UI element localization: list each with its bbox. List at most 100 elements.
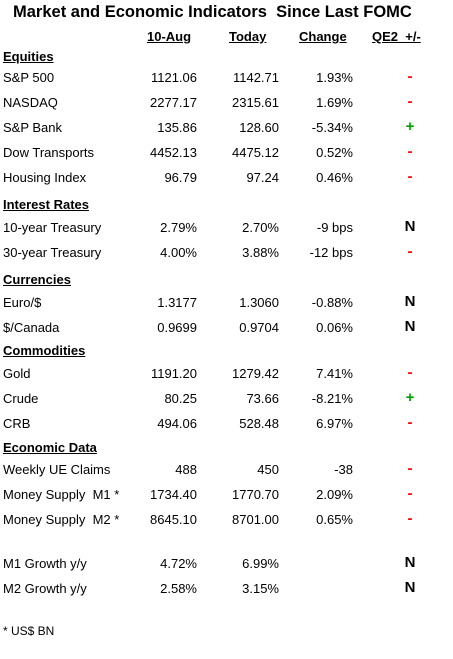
value-today: 1770.70 [232,487,279,502]
value-change: 0.06% [316,320,353,335]
section-header: Interest Rates [0,193,453,218]
value-today: 128.60 [239,120,279,135]
qe2-signal: N [404,218,416,235]
value-change: -5.34% [311,120,353,135]
indicator-name: NASDAQ [3,95,58,110]
value-today: 528.48 [239,416,279,431]
column-header-qe2: QE2 +/- [372,29,421,44]
table-row: Dow Transports 4452.13 4475.12 0.52% - [0,141,453,166]
indicator-name: Housing Index [3,170,87,185]
qe2-signal: - [407,93,413,110]
indicator-name: 10-year Treasury [3,220,102,235]
value-today: 6.99% [242,556,279,571]
indicator-name: CRB [3,416,31,431]
value-10-aug: 80.25 [164,391,197,406]
value-10-aug: 4.00% [160,245,197,260]
qe2-signal: + [405,118,415,135]
table-row: Weekly UE Claims 488 450 -38 - [0,458,453,483]
indicator-name: S&P Bank [3,120,63,135]
value-10-aug: 488 [175,462,197,477]
qe2-signal: N [404,579,416,596]
value-today: 4475.12 [232,145,279,160]
value-10-aug: 2.79% [160,220,197,235]
value-today: 1279.42 [232,366,279,381]
qe2-signal: - [407,168,413,185]
table-row: Gold 1191.20 1279.42 7.41% - [0,362,453,387]
page-title: Market and Economic Indicators Since Las… [13,3,412,21]
value-10-aug: 96.79 [164,170,197,185]
value-change: 7.41% [316,366,353,381]
qe2-signal: + [405,389,415,406]
section-title: Equities [3,49,54,64]
value-change: 2.09% [316,487,353,502]
indicator-name: Gold [3,366,31,381]
qe2-signal: N [404,293,416,310]
indicator-name: Money Supply M1 * [3,487,120,502]
table-row: $/Canada 0.9699 0.9704 0.06% N [0,316,453,341]
value-today: 73.66 [246,391,279,406]
section-header: Currencies [0,268,453,293]
table-row: M1 Growth y/y 4.72% 6.99% N [0,552,453,577]
qe2-signal: - [407,143,413,160]
column-header-today: Today [229,29,267,44]
value-change: -0.88% [311,295,353,310]
indicator-name: Euro/$ [3,295,42,310]
indicator-name: Crude [3,391,39,406]
value-today: 97.24 [246,170,279,185]
value-10-aug: 1.3177 [157,295,197,310]
value-today: 3.15% [242,581,279,596]
value-10-aug: 2.58% [160,581,197,596]
section-header: Commodities [0,339,453,364]
table-row: Money Supply M2 * 8645.10 8701.00 0.65% - [0,508,453,533]
section-title: Commodities [3,343,86,358]
table-row: Crude 80.25 73.66 -8.21% + [0,387,453,412]
table-row: S&P 500 1121.06 1142.71 1.93% - [0,66,453,91]
section-title: Currencies [3,272,71,287]
table-row: Money Supply M1 * 1734.40 1770.70 2.09% - [0,483,453,508]
table-row: NASDAQ 2277.17 2315.61 1.69% - [0,91,453,116]
indicator-name: $/Canada [3,320,60,335]
value-change: 0.46% [316,170,353,185]
qe2-signal: - [407,68,413,85]
qe2-signal: N [404,318,416,335]
value-10-aug: 1121.06 [150,70,197,85]
value-change: -9 bps [316,220,353,235]
qe2-signal: - [407,460,413,477]
table-row: 10-year Treasury 2.79% 2.70% -9 bps N [0,216,453,241]
value-today: 2315.61 [232,95,279,110]
section-title: Interest Rates [3,197,89,212]
value-today: 8701.00 [232,512,279,527]
indicator-name: 30-year Treasury [3,245,102,260]
value-10-aug: 135.86 [157,120,197,135]
column-header-10-aug: 10-Aug [147,29,192,44]
table-row: Housing Index 96.79 97.24 0.46% - [0,166,453,191]
section-header: Economic Data [0,436,453,461]
value-today: 0.9704 [239,320,279,335]
value-change: 0.65% [316,512,353,527]
table-row: Euro/$ 1.3177 1.3060 -0.88% N [0,291,453,316]
table-row: CRB 494.06 528.48 6.97% - [0,412,453,437]
value-10-aug: 1191.20 [150,366,197,381]
section-header: Equities [0,45,453,70]
indicator-name: M2 Growth y/y [3,581,87,596]
qe2-signal: - [407,243,413,260]
value-today: 1142.71 [232,70,279,85]
value-10-aug: 4452.13 [150,145,197,160]
indicator-name: S&P 500 [3,70,55,85]
table-row: S&P Bank 135.86 128.60 -5.34% + [0,116,453,141]
value-change: -8.21% [311,391,353,406]
value-10-aug: 0.9699 [157,320,197,335]
qe2-signal: - [407,414,413,431]
indicator-name: Weekly UE Claims [3,462,111,477]
value-change: 1.69% [316,95,353,110]
indicator-name: Money Supply M2 * [3,512,120,527]
value-today: 2.70% [242,220,279,235]
value-today: 1.3060 [239,295,279,310]
value-change: 0.52% [316,145,353,160]
column-header-change: Change [299,29,347,44]
indicator-name: M1 Growth y/y [3,556,87,571]
table-row: 30-year Treasury 4.00% 3.88% -12 bps - [0,241,453,266]
footnote: * US$ BN [3,624,55,638]
value-today: 3.88% [242,245,279,260]
section-title: Economic Data [3,440,97,455]
